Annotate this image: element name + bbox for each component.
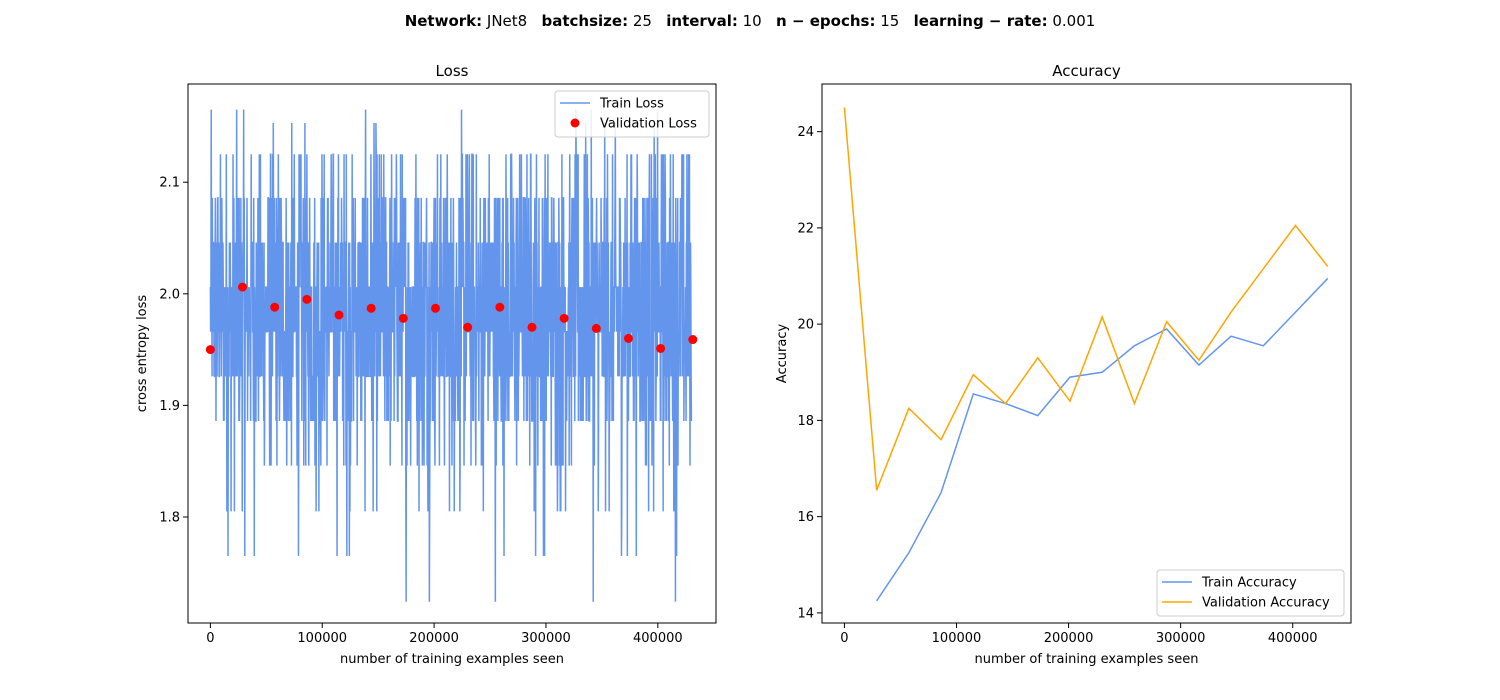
validation-loss-point: [495, 302, 505, 312]
chart-title: Accuracy: [1052, 62, 1121, 80]
title-key: n − epochs:: [776, 12, 876, 30]
x-tick-label: 400000: [633, 631, 683, 646]
legend-label: Train Accuracy: [1201, 576, 1297, 591]
validation-loss-point: [463, 322, 473, 332]
axes-frame: [187, 83, 717, 624]
validation-loss-point: [656, 343, 666, 353]
legend-marker: [570, 118, 580, 128]
train-accuracy-line: [876, 277, 1329, 602]
legend: Train Accuracy Validation Accuracy: [1156, 569, 1345, 617]
title-key: Network:: [404, 12, 483, 30]
x-axis-label: number of training examples seen: [340, 652, 564, 667]
validation-loss-point: [366, 303, 376, 313]
chart-title: Loss: [436, 62, 469, 80]
validation-loss-point: [270, 302, 280, 312]
legend-label: Validation Loss: [600, 117, 697, 132]
legend-box: [1156, 569, 1345, 617]
title-key: interval:: [666, 12, 738, 30]
y-tick-label: 1.8: [159, 510, 180, 525]
validation-loss-point: [398, 313, 408, 323]
x-tick-label: 0: [206, 631, 214, 646]
validation-loss-point: [205, 345, 215, 355]
loss-chart: 0 100000 200000 300000 400000 1.8 1.9 2.0 2.1 Los…: [135, 62, 717, 667]
y-tick-label: 18: [797, 414, 814, 429]
y-tick-label: 14: [797, 606, 814, 621]
y-axis-label: Accuracy: [775, 324, 790, 384]
validation-accuracy-line: [843, 107, 1329, 491]
y-tick-label: 20: [797, 318, 814, 333]
x-tick-label: 200000: [409, 631, 459, 646]
y-tick-label: 24: [797, 125, 814, 140]
title-value: 0.001: [1047, 12, 1096, 30]
y-tick-label: 2.0: [159, 287, 180, 302]
figure-title: Network: JNet8 batchsize: 25 interval: 1…: [0, 12, 1500, 30]
y-axis-label: cross entropy loss: [135, 295, 150, 413]
y-tick-label: 1.9: [159, 399, 180, 414]
title-value: 25: [628, 12, 667, 30]
train-loss-line: [209, 109, 693, 602]
validation-loss-point: [334, 310, 344, 320]
validation-loss-point: [431, 303, 440, 313]
title-value: JNet8: [482, 12, 542, 30]
title-value: 15: [875, 12, 914, 30]
y-tick-label: 2.1: [159, 176, 180, 191]
x-tick-label: 400000: [1268, 631, 1318, 646]
legend-label: Train Loss: [599, 97, 664, 112]
x-tick-label: 300000: [1156, 631, 1206, 646]
y-tick-label: 22: [797, 221, 814, 236]
title-key: batchsize:: [541, 12, 629, 30]
validation-loss-point: [527, 322, 537, 332]
legend-box: [554, 90, 710, 138]
title-key: learning − rate:: [913, 12, 1048, 30]
validation-loss-point: [559, 313, 569, 323]
validation-loss-point: [623, 333, 633, 343]
x-axis-label: number of training examples seen: [975, 652, 1199, 667]
x-tick-label: 0: [840, 631, 848, 646]
legend-label: Validation Accuracy: [1202, 596, 1330, 611]
validation-loss-point: [302, 294, 312, 304]
validation-loss-point: [591, 323, 601, 333]
accuracy-chart: 0 100000 200000 300000 400000 14 16 18 20 22 24 Acc…: [775, 62, 1352, 667]
validation-loss-point: [688, 335, 698, 345]
x-tick-label: 100000: [297, 631, 347, 646]
x-tick-label: 300000: [521, 631, 571, 646]
axes-frame: [821, 83, 1352, 624]
title-value: 10: [737, 12, 777, 30]
legend: Train Loss Validation Loss: [554, 90, 710, 138]
x-tick-label: 200000: [1044, 631, 1094, 646]
x-tick-label: 100000: [932, 631, 982, 646]
validation-loss-point: [238, 282, 248, 292]
y-tick-label: 16: [797, 510, 814, 525]
